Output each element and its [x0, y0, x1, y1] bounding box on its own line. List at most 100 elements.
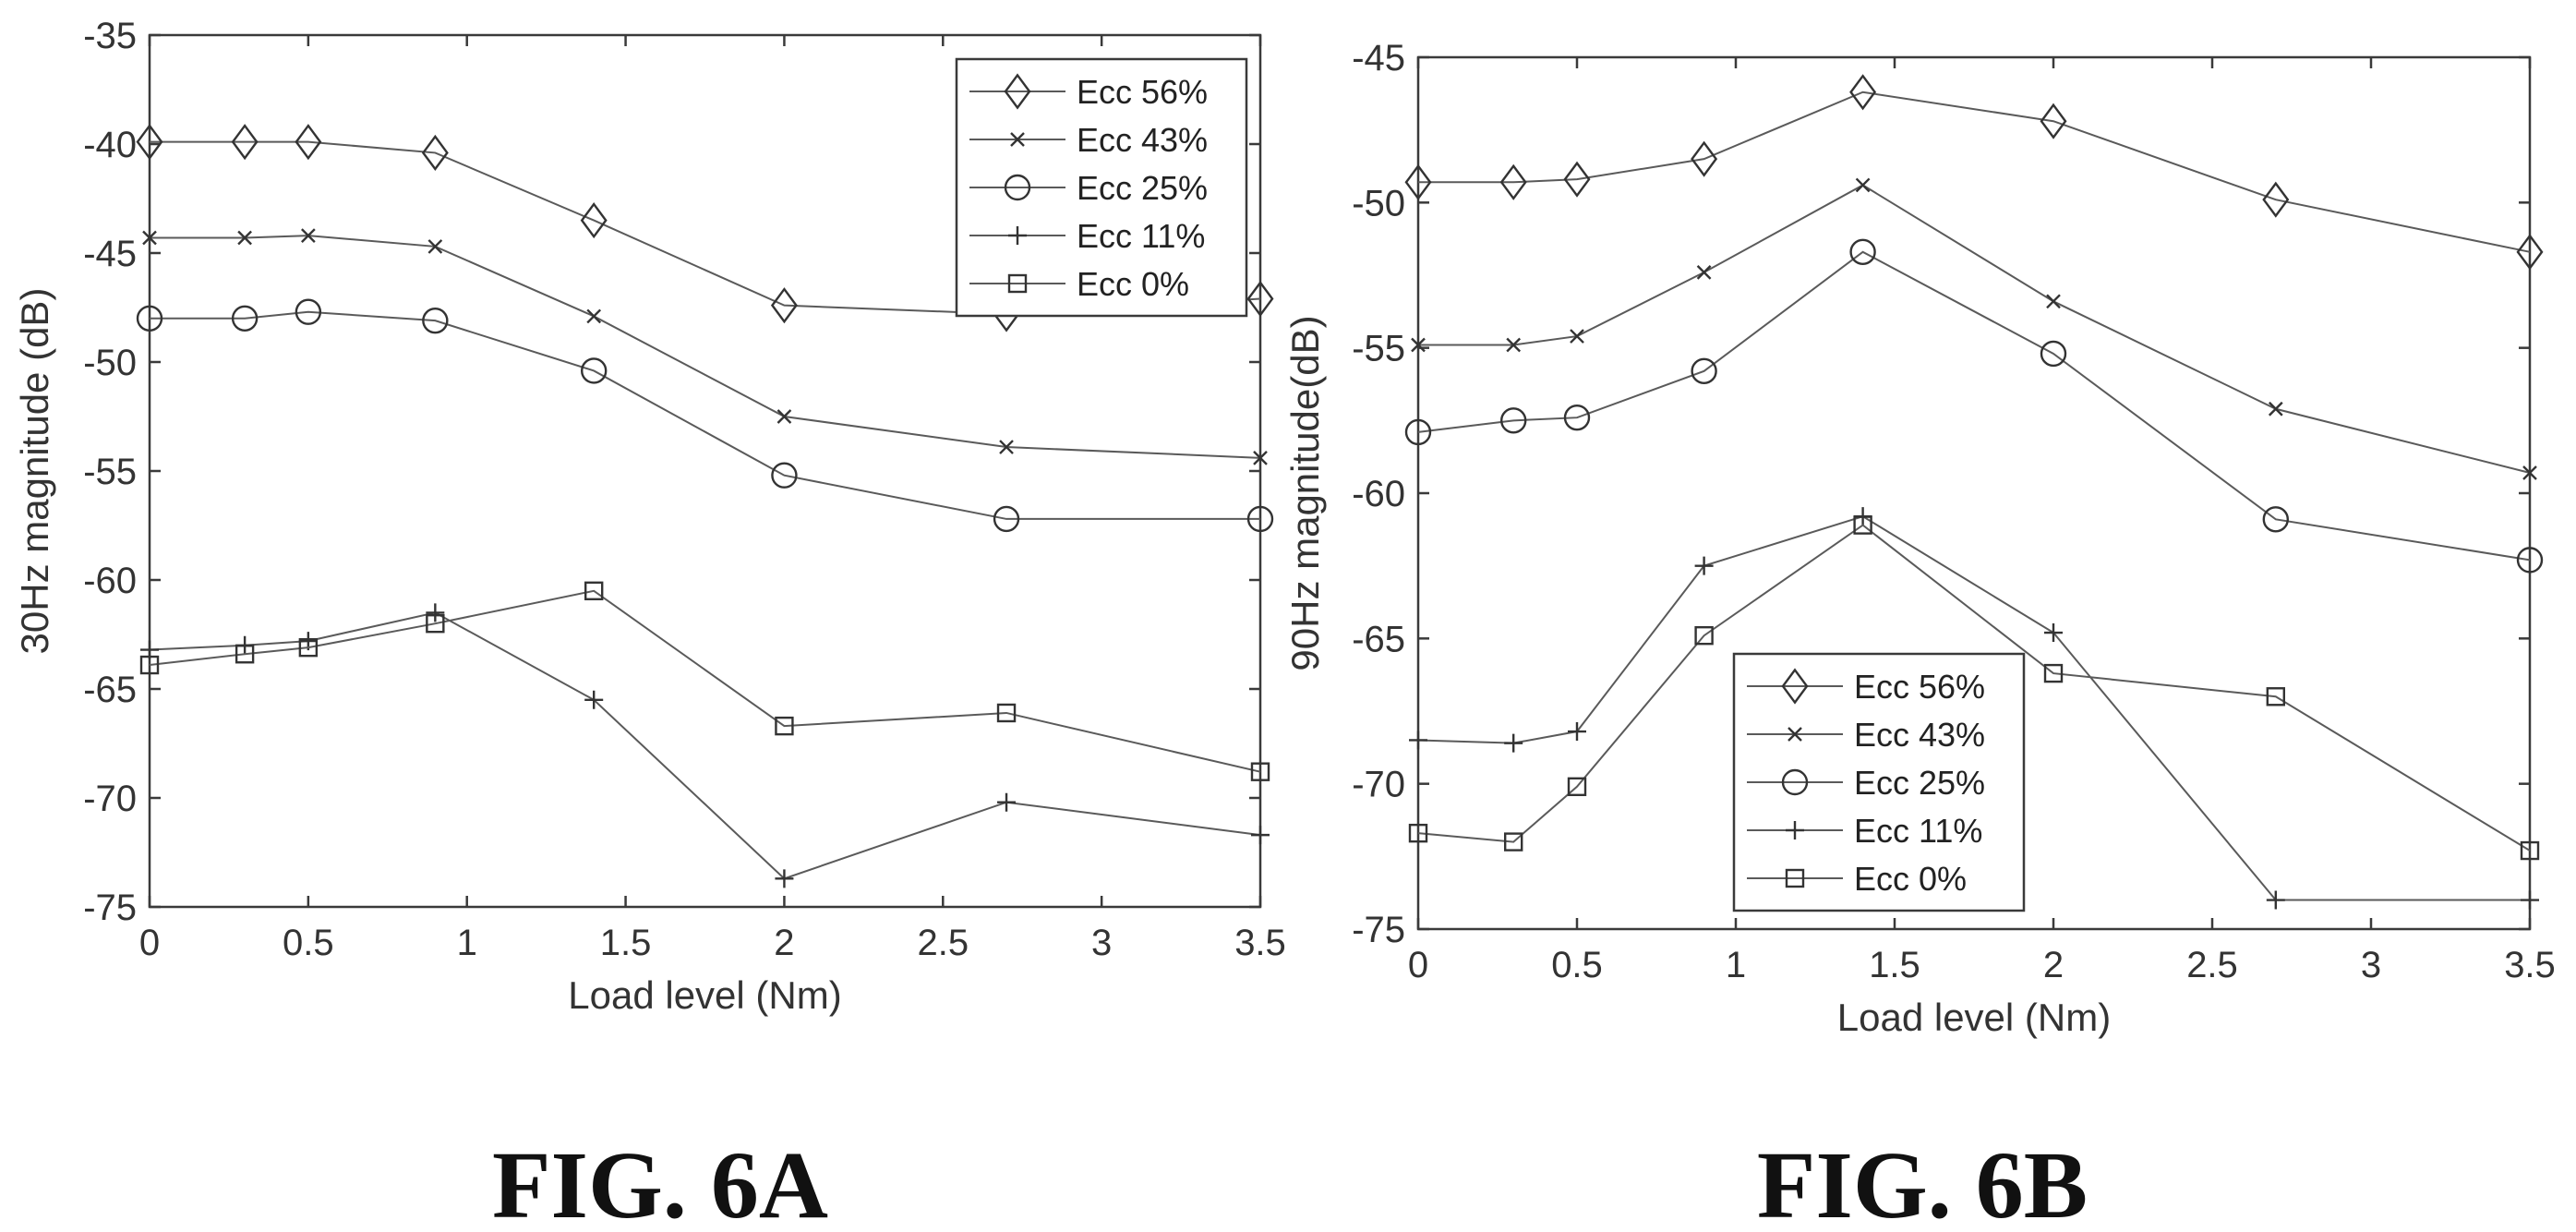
fig6b-point-ecc-56	[2262, 181, 2290, 218]
fig6a-point-ecc-56	[136, 124, 163, 161]
fig6b-point-ecc-11	[1409, 731, 1427, 750]
fig6b-point-ecc-43	[2046, 294, 2061, 309]
fig6a-point-ecc-43	[427, 239, 443, 254]
fig6b-legend-marker-ecc-43	[1788, 727, 1802, 742]
fig6a-legend-marker-ecc-25	[1004, 174, 1031, 201]
fig6a-x-tick-label: 3.5	[1234, 923, 1286, 963]
fig6a-series-ecc-11	[140, 603, 1270, 888]
fig6b-legend-label-ecc-11: Ecc 11%	[1854, 812, 1982, 850]
fig6b-point-ecc-25	[2040, 340, 2067, 368]
fig6b-legend-marker-ecc-11	[1786, 821, 1804, 839]
fig6a-point-ecc-56	[770, 287, 798, 324]
fig6b-point-ecc-43	[1855, 177, 1871, 193]
caption-fig-6a: FIG. 6A	[492, 1132, 828, 1232]
fig6b-y-tick-label: -55	[1352, 329, 1405, 369]
fig6b-y-tick-label: -65	[1352, 619, 1405, 659]
fig6b-y-tick-label: -75	[1352, 910, 1405, 950]
fig6b-legend-label-ecc-0: Ecc 0%	[1854, 860, 1967, 898]
fig6b-point-ecc-56	[2516, 234, 2544, 271]
fig6a-point-ecc-43	[999, 440, 1014, 454]
fig6b-legend-label-ecc-43: Ecc 43%	[1854, 716, 1985, 754]
fig6b-point-ecc-11	[2521, 890, 2539, 910]
fig6a-point-ecc-0	[996, 703, 1017, 723]
fig6b-point-ecc-56	[1691, 140, 1718, 177]
fig6a-line-ecc-11	[149, 611, 1261, 880]
fig6a-x-tick-label: 1	[457, 923, 477, 963]
fig6b-x-tick-label: 2.5	[2186, 945, 2238, 985]
fig6a-y-tick-label: -50	[83, 343, 137, 383]
fig6a-series-ecc-0	[139, 581, 1270, 781]
fig6b-legend: Ecc 56% Ecc 43% Ecc 25% Ecc 11% Ecc 0%	[1732, 652, 2026, 912]
chart-fig-6a: 0 0.5 1 1.5 2 2.5 3 3.5 -75 -70 -65 -60 -55 -50 -45 -40…	[13, 16, 1286, 1017]
fig6b-point-ecc-11	[1504, 733, 1523, 753]
fig6b-line-ecc-0	[1417, 524, 2531, 852]
fig6a-point-ecc-0	[235, 645, 255, 664]
fig6b-point-ecc-0	[2043, 663, 2064, 683]
fig6b-series-ecc-25	[1404, 238, 2544, 574]
fig6b-point-ecc-43	[1696, 265, 1712, 280]
fig6b-point-ecc-56	[1499, 163, 1527, 200]
fig6b-point-ecc-56	[2040, 103, 2067, 139]
fig6b-legend-marker-ecc-56	[1781, 668, 1809, 705]
fig6b-x-tick-label: 1.5	[1869, 945, 1920, 985]
fig6a-x-axis-title: Load level (Nm)	[568, 973, 841, 1017]
fig6a-y-tick-label: -60	[83, 561, 137, 601]
fig6a-point-ecc-11	[1251, 826, 1270, 845]
fig6b-point-ecc-0	[1567, 777, 1587, 797]
fig6a-point-ecc-56	[580, 202, 608, 239]
fig6b-point-ecc-25	[1849, 238, 1876, 266]
fig6a-point-ecc-0	[584, 581, 604, 600]
fig6a-y-tick-label: -45	[83, 234, 137, 274]
fig6a-legend-marker-ecc-56	[1004, 73, 1031, 110]
fig6b-legend-label-ecc-56: Ecc 56%	[1854, 668, 1985, 706]
fig6a-x-tick-label: 3	[1091, 923, 1112, 963]
fig6b-legend-label-ecc-25: Ecc 25%	[1854, 764, 1985, 802]
fig6a-y-tick-label: -65	[83, 670, 137, 710]
fig6a-legend-label-ecc-11: Ecc 11%	[1077, 217, 1205, 255]
fig6b-y-axis-title: 90Hz magnitude(dB)	[1283, 315, 1327, 670]
fig6a-point-ecc-25	[231, 305, 259, 332]
fig6a-legend-label-ecc-0: Ecc 0%	[1077, 265, 1189, 303]
fig6b-point-ecc-0	[2520, 840, 2540, 861]
fig6b-x-tick-label: 3.5	[2504, 945, 2556, 985]
fig6b-point-ecc-43	[1506, 337, 1522, 353]
fig6a-series-ecc-43	[142, 228, 1268, 465]
fig6a-point-ecc-25	[581, 357, 608, 384]
fig6b-point-ecc-0	[1503, 832, 1523, 852]
fig6a-point-ecc-43	[142, 230, 157, 246]
fig6b-line-ecc-25	[1417, 250, 2531, 562]
fig6b-line-ecc-43	[1418, 184, 2531, 474]
fig6a-y-tick-label: -40	[83, 125, 137, 165]
fig6b-point-ecc-0	[1694, 625, 1714, 646]
fig6b-point-ecc-11	[2266, 890, 2285, 910]
fig6a-legend-marker-ecc-11	[1008, 226, 1027, 245]
fig6a-point-ecc-0	[1250, 762, 1270, 781]
fig6b-y-tick-label: -60	[1352, 474, 1405, 514]
fig6a-point-ecc-25	[993, 505, 1020, 533]
fig6b-series-ecc-56	[1404, 74, 2544, 271]
fig6a-point-ecc-11	[426, 603, 445, 622]
fig6a-point-ecc-11	[997, 792, 1017, 812]
fig6b-y-tick-label: -70	[1352, 765, 1405, 805]
fig6a-point-ecc-11	[584, 690, 604, 709]
fig6a-point-ecc-56	[295, 124, 322, 161]
fig6a-series-ecc-25	[136, 298, 1274, 533]
fig6b-point-ecc-25	[2516, 547, 2544, 574]
fig6b-x-tick-label: 3	[2361, 945, 2381, 985]
fig6b-legend-marker-ecc-25	[1781, 768, 1809, 796]
fig6b-y-tick-label: -50	[1352, 183, 1405, 223]
fig6b-point-ecc-25	[1691, 357, 1717, 385]
fig6b-point-ecc-56	[1404, 163, 1432, 200]
fig6a-legend-label-ecc-56: Ecc 56%	[1077, 73, 1208, 111]
fig6a-x-tick-label: 2.5	[917, 923, 969, 963]
fig6a-y-tick-label: -75	[83, 888, 137, 928]
fig6b-x-tick-label: 0.5	[1551, 945, 1603, 985]
fig6b-point-ecc-43	[2268, 401, 2283, 417]
fig6a-legend-marker-ecc-0	[1007, 273, 1028, 294]
fig6b-x-tick-label: 1	[1726, 945, 1746, 985]
fig6a-x-tick-label: 0.5	[283, 923, 334, 963]
fig6b-point-ecc-11	[1694, 556, 1714, 575]
fig6a-point-ecc-25	[136, 305, 163, 332]
fig6a-point-ecc-25	[771, 462, 798, 489]
